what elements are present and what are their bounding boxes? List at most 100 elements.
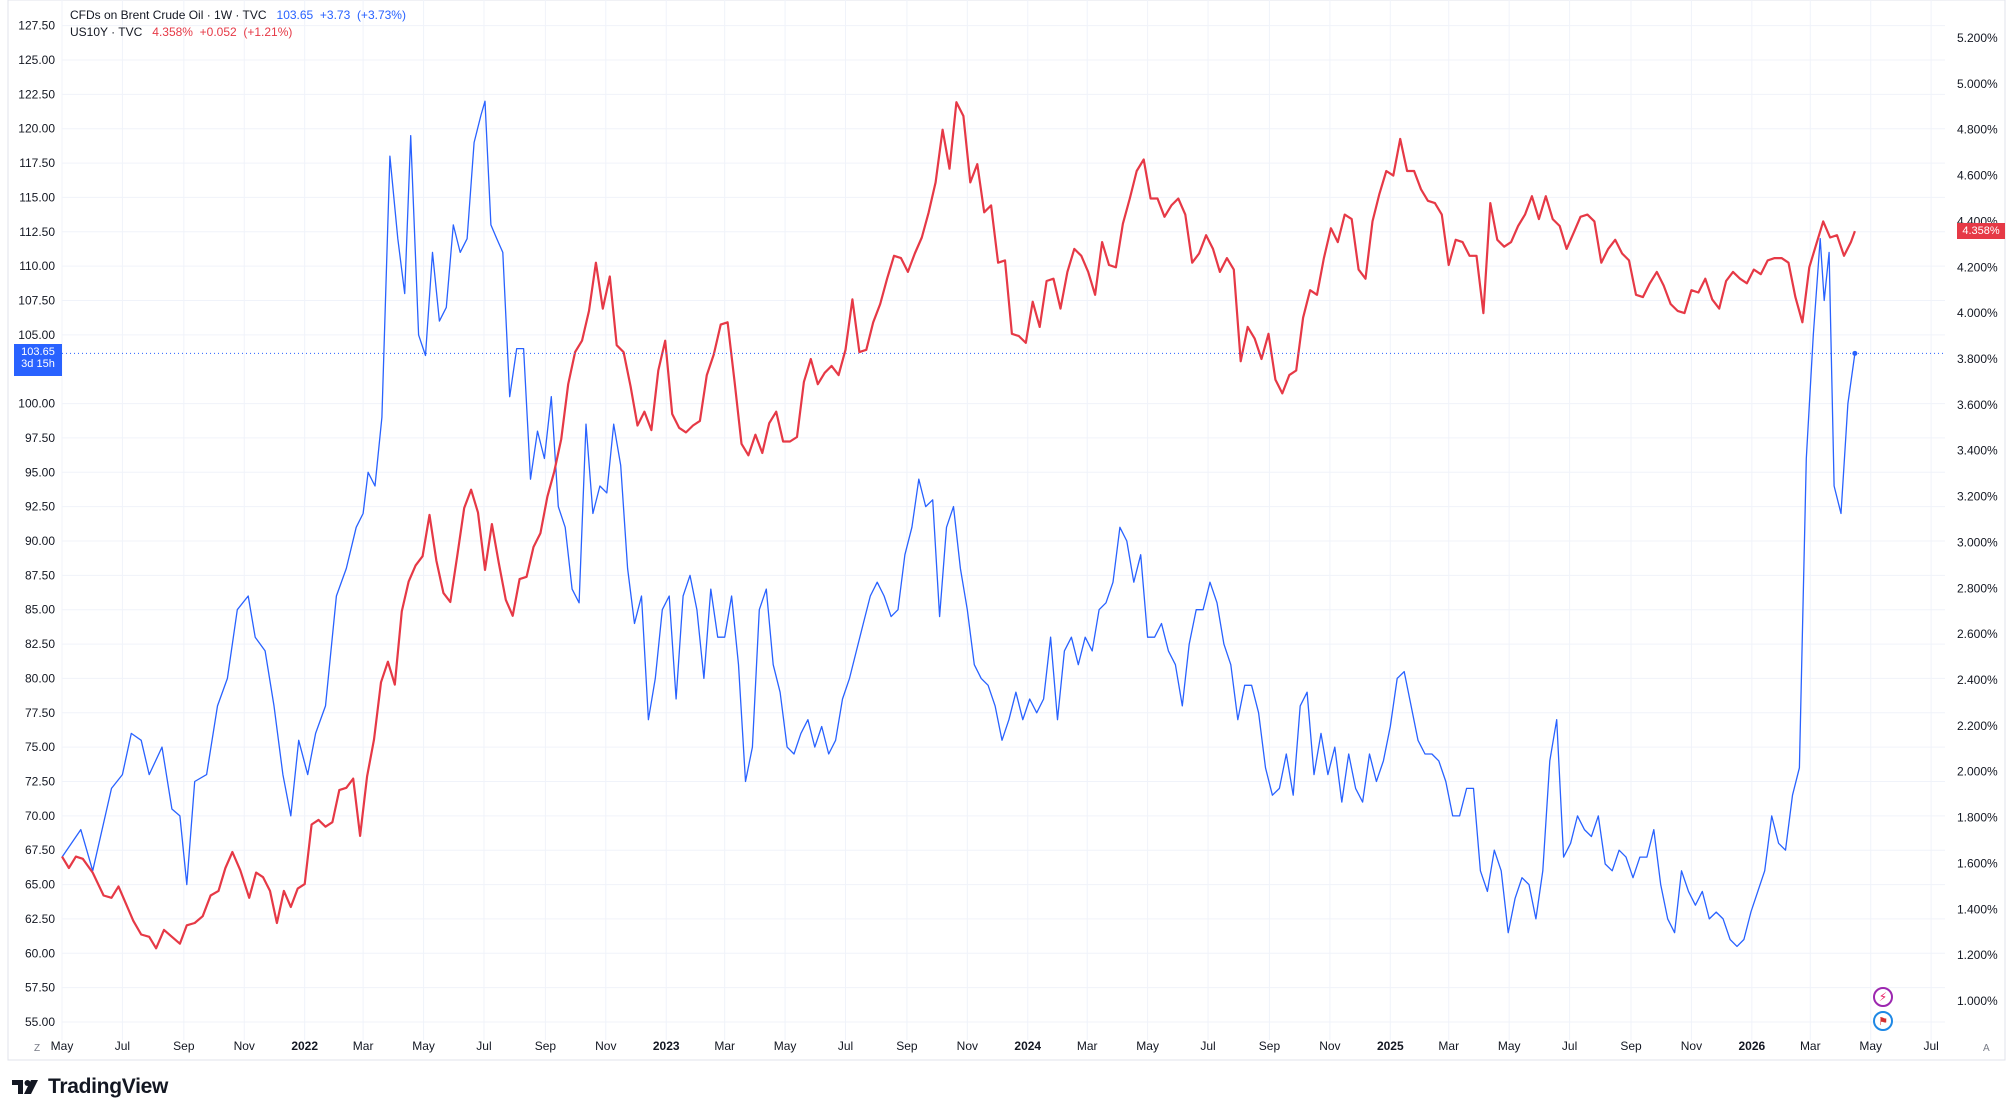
time-axis-label: Sep	[1259, 1039, 1281, 1053]
right-axis-tick-label: 1.400%	[1957, 902, 1998, 916]
left-axis-tick-label: 92.50	[25, 500, 55, 514]
left-axis-tick-label: 55.00	[25, 1015, 55, 1029]
brent-price-badge: 103.65 3d 15h	[14, 344, 62, 377]
us10y-price-badge: 4.358%	[1957, 223, 2005, 240]
tradingview-logo[interactable]: TradingView	[12, 1075, 168, 1099]
legend-us10y-change: +0.052	[199, 25, 237, 39]
time-axis-label: May	[1859, 1039, 1882, 1053]
time-axis-label: 2022	[291, 1039, 318, 1053]
legend-brent-change-pct: (+3.73%)	[356, 8, 406, 22]
left-axis-tick-label: 87.50	[25, 568, 55, 582]
time-axis-label: Jul	[1562, 1039, 1577, 1053]
time-axis-label: Jul	[115, 1039, 130, 1053]
log-scale-toggle[interactable]: Z	[34, 1043, 41, 1054]
time-axis-label: Mar	[353, 1039, 374, 1053]
time-axis-label: Nov	[1681, 1039, 1702, 1053]
time-axis-label: May	[51, 1039, 74, 1053]
time-axis-label: Mar	[714, 1039, 735, 1053]
time-axis-label: May	[1498, 1039, 1521, 1053]
chart-grid	[7, 0, 2006, 1061]
legend-us10y-change-pct: (+1.21%)	[243, 25, 293, 39]
time-axis-label: Jul	[1923, 1039, 1938, 1053]
time-axis-label: May	[1136, 1039, 1159, 1053]
left-axis-tick-label: 125.00	[18, 53, 55, 67]
time-axis-label: Sep	[173, 1039, 195, 1053]
time-axis-label: 2023	[653, 1039, 680, 1053]
left-axis-tick-label: 57.50	[25, 981, 55, 995]
left-axis-tick-label: 85.00	[25, 603, 55, 617]
auto-scale-toggle[interactable]: A	[1983, 1043, 1990, 1054]
legend-us10y-symbol: US10Y · TVC	[70, 25, 143, 39]
left-axis-tick-label: 65.00	[25, 878, 55, 892]
time-axis-label: 2025	[1377, 1039, 1404, 1053]
right-axis-tick-label: 3.200%	[1957, 490, 1998, 504]
chart-frame	[7, 0, 2006, 1061]
right-axis-tick-label: 1.000%	[1957, 994, 1998, 1008]
legend-brent: CFDs on Brent Crude Oil · 1W · TVC 103.6…	[70, 6, 406, 24]
left-axis-tick-label: 97.50	[25, 431, 55, 445]
time-axis-label: 2024	[1014, 1039, 1041, 1053]
left-axis-tick-label: 110.00	[19, 259, 55, 273]
us-flag-icon[interactable]: ⚑	[1873, 1011, 1893, 1031]
time-axis-label: Nov	[957, 1039, 978, 1053]
right-axis-tick-label: 2.800%	[1957, 581, 1998, 595]
left-axis-tick-label: 107.50	[18, 294, 55, 308]
lightning-icon[interactable]: ⚡	[1873, 987, 1893, 1007]
left-axis-tick-label: 120.00	[18, 122, 55, 136]
left-axis-tick-label: 82.50	[25, 637, 55, 651]
left-axis-tick-label: 67.50	[25, 843, 55, 857]
left-axis-tick-label: 90.00	[25, 534, 55, 548]
series-lines	[61, 100, 1856, 950]
right-axis-tick-label: 1.600%	[1957, 856, 1998, 870]
right-axis-tick-label: 2.000%	[1957, 765, 1998, 779]
chart-overlays	[62, 350, 1945, 356]
time-axis-label: Mar	[1438, 1039, 1459, 1053]
time-axis-label: Jul	[838, 1039, 853, 1053]
time-axis-label: May	[412, 1039, 435, 1053]
time-axis-label: Nov	[1319, 1039, 1340, 1053]
left-axis-tick-label: 70.00	[25, 809, 55, 823]
right-axis-tick-label: 2.200%	[1957, 719, 1998, 733]
right-axis-tick-label: 4.600%	[1957, 169, 1998, 183]
brent-countdown: 3d 15h	[21, 358, 55, 371]
left-axis-tick-label: 117.50	[19, 156, 55, 170]
right-axis-tick-label: 5.000%	[1957, 77, 1998, 91]
brent-series-line	[61, 100, 1856, 948]
time-axis-label: Sep	[896, 1039, 918, 1053]
left-axis-tick-label: 127.50	[18, 19, 55, 33]
right-axis-tick-label: 3.400%	[1957, 444, 1998, 458]
time-axis-label: Sep	[535, 1039, 557, 1053]
right-axis-tick-label: 3.600%	[1957, 398, 1998, 412]
time-axis-label: Jul	[476, 1039, 491, 1053]
legend-brent-symbol: CFDs on Brent Crude Oil · 1W · TVC	[70, 8, 267, 22]
left-axis-tick-label: 77.50	[25, 706, 55, 720]
time-axis-label: Nov	[234, 1039, 255, 1053]
left-axis-tick-label: 60.00	[25, 946, 55, 960]
legend-brent-price: 103.65	[276, 8, 314, 22]
us10y-series-line	[61, 101, 1856, 950]
legend-us10y: US10Y · TVC 4.358% +0.052 (+1.21%)	[70, 23, 292, 41]
brent-last-point	[1852, 350, 1858, 356]
right-axis-tick-label: 3.800%	[1957, 352, 1998, 366]
right-axis-tick-label: 1.800%	[1957, 811, 1998, 825]
time-axis: May Jul Sep Nov 2022 Mar May Jul Sep Nov 2023 Mar Ma…	[51, 1039, 1939, 1053]
legend-brent-change: +3.73	[319, 8, 351, 22]
time-axis-label: May	[774, 1039, 797, 1053]
time-axis-label: Mar	[1800, 1039, 1821, 1053]
left-axis-tick-label: 95.00	[25, 465, 55, 479]
left-axis-tick-label: 122.50	[18, 87, 55, 101]
left-axis-tick-label: 75.00	[25, 740, 55, 754]
left-axis-tick-label: 80.00	[25, 671, 55, 685]
right-axis-tick-label: 4.000%	[1957, 306, 1998, 320]
left-axis-tick-label: 62.50	[25, 912, 55, 926]
brand-name: TradingView	[48, 1075, 169, 1098]
right-axis-tick-label: 5.200%	[1957, 31, 1998, 45]
left-price-axis: 127.50 125.00 122.50 120.00 117.50 115.00 112.…	[18, 19, 55, 1029]
right-axis-tick-label: 1.200%	[1957, 948, 1998, 962]
time-axis-label: Mar	[1077, 1039, 1098, 1053]
tradingview-logo-icon	[12, 1080, 38, 1094]
time-axis-label: Sep	[1620, 1039, 1642, 1053]
left-axis-tick-label: 115.00	[19, 190, 55, 204]
left-axis-tick-label: 112.50	[19, 225, 55, 239]
